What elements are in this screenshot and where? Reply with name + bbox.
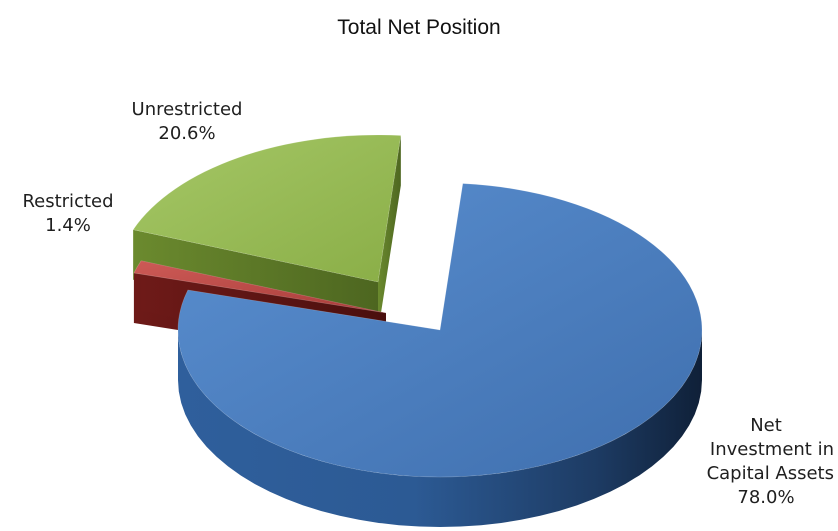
slice-value-label: 20.6% [158, 123, 216, 144]
pie-slices [132, 134, 703, 527]
slice-restricted-top [133, 260, 387, 314]
slice-label-line: Capital Assets [706, 463, 834, 484]
slice-value-label: 78.0% [737, 487, 795, 508]
slice-net-investment-side [178, 330, 702, 527]
slice-net-investment-top [177, 183, 703, 478]
slice-net-investment [177, 183, 703, 527]
slice-label-line: Net [750, 415, 782, 436]
slice-label-restricted: Restricted 1.4% [8, 190, 128, 238]
slice-label-unrestricted: Unrestricted 20.6% [112, 98, 262, 146]
slice-unrestricted-cut-face-end [378, 135, 401, 332]
slice-label-net-investment: Net Investment in Capital Assets 78.0% [684, 414, 834, 510]
slice-label-line: Restricted [22, 191, 114, 212]
slice-value-label: 1.4% [45, 215, 91, 236]
slice-unrestricted-top [132, 134, 402, 283]
slice-label-line: Investment in [709, 439, 834, 460]
slice-label-line: Unrestricted [131, 99, 243, 120]
chart-title: Total Net Position [337, 16, 501, 39]
